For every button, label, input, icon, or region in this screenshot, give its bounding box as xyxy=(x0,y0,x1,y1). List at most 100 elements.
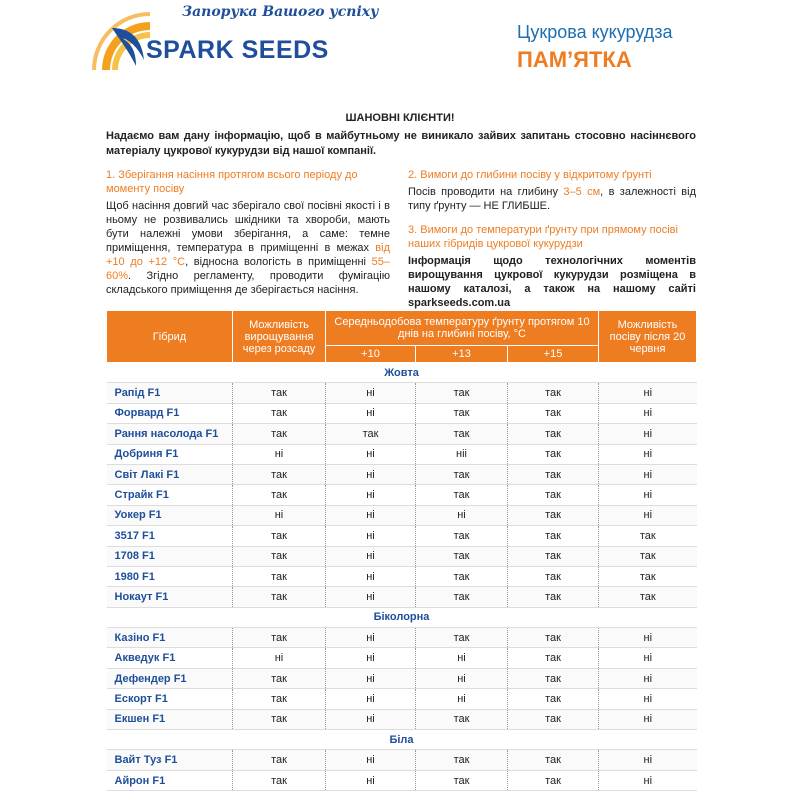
table-row: Рання насолода F1 так так так так ні xyxy=(106,423,697,445)
table-cell: ні xyxy=(325,586,416,608)
table-cell: так xyxy=(598,586,697,608)
table-cell: ні xyxy=(598,464,697,486)
table-cell: ні xyxy=(598,770,697,792)
table-cell: ні xyxy=(415,688,508,710)
table-row: Екшен F1 так ні так так ні xyxy=(106,709,697,731)
body-text: 55–60% xyxy=(106,256,390,282)
group-row: Жовта xyxy=(106,362,697,384)
table-cell: так xyxy=(232,464,326,486)
body-text: , в залежності від типу ґрунту — НЕ ГЛИБ… xyxy=(408,186,696,212)
table-cell: так xyxy=(232,770,326,792)
table-cell: ні xyxy=(325,505,416,527)
table-cell: ні xyxy=(325,382,416,404)
table-row: Ескорт F1 так ні ні так ні xyxy=(106,688,697,710)
body-text: , відносна вологість в приміщенні xyxy=(185,256,372,268)
hybrid-name: 3517 F1 xyxy=(106,525,233,547)
table-cell: ні xyxy=(325,627,416,649)
table-cell: ні xyxy=(325,484,416,506)
table-cell: так xyxy=(598,566,697,588)
table-cell: ні xyxy=(325,464,416,486)
table-cell: ні xyxy=(325,647,416,669)
hybrid-name: Екшен F1 xyxy=(106,709,233,731)
header-cell: +13 xyxy=(415,345,508,363)
table-cell: так xyxy=(415,484,508,506)
table-cell: ні xyxy=(598,627,697,649)
table-cell: ні xyxy=(598,505,697,527)
table-cell: так xyxy=(598,525,697,547)
header-cell: +15 xyxy=(506,345,600,363)
table-cell: ні xyxy=(325,566,416,588)
hybrid-table: Гібрид Можливість вирощування через розс… xyxy=(106,310,698,792)
hybrid-name: Форвард F1 xyxy=(106,403,233,425)
table-cell: так xyxy=(506,709,599,731)
section-body: Інформація щодо технологічних моментів в… xyxy=(408,254,696,310)
table-cell: так xyxy=(232,546,326,567)
table-cell: ні xyxy=(598,484,697,506)
table-cell: ні xyxy=(598,403,697,425)
table-row: Дефендер F1 так ні ні так ні xyxy=(106,668,697,690)
body-text: . Згідно регламенту, проводити фумігацію… xyxy=(106,270,390,296)
table-cell: так xyxy=(415,566,508,588)
header-cell: Можливість вирощування через розсаду xyxy=(232,310,326,363)
table-cell: ні xyxy=(598,749,697,771)
hybrid-name: Рапід F1 xyxy=(106,382,233,404)
header-cell: Гібрид xyxy=(106,310,233,363)
table-cell: ні xyxy=(415,647,508,669)
table-row: Акведук F1 ні ні ні так ні xyxy=(106,647,697,669)
table-cell: так xyxy=(506,505,599,527)
section-body: Щоб насіння довгий час зберігало свої по… xyxy=(106,199,390,297)
table-cell: так xyxy=(506,668,599,690)
table-row: Айрон F1 так ні так так ні xyxy=(106,770,697,792)
table-row: Вайт Туз F1 так ні так так ні xyxy=(106,749,697,771)
group-name: Жовта xyxy=(106,362,697,384)
hybrid-name: Дефендер F1 xyxy=(106,668,233,690)
title: ПАМ’ЯТКА xyxy=(517,47,632,72)
group-row: Біколорна xyxy=(106,607,697,629)
hybrid-name: Рання насолода F1 xyxy=(106,423,233,445)
table-cell: ні xyxy=(598,444,697,465)
table-cell: ні xyxy=(325,403,416,425)
table-cell: так xyxy=(506,770,599,792)
hybrid-name: Уокер F1 xyxy=(106,505,233,527)
table-cell: так xyxy=(415,382,508,404)
table-cell: ні xyxy=(325,688,416,710)
table-cell: так xyxy=(506,586,599,608)
table-cell: ні xyxy=(598,688,697,710)
table-cell: так xyxy=(506,525,599,547)
body-text: 3–5 см xyxy=(563,186,601,198)
table-row: Страйк F1 так ні так так ні xyxy=(106,484,697,506)
header-cell: Середньодобова температуру ґрунту протяг… xyxy=(324,310,600,346)
table-row: Уокер F1 ні ні ні так ні xyxy=(106,505,697,527)
table-cell: ні xyxy=(325,668,416,690)
logo xyxy=(92,12,150,70)
group-name: Біла xyxy=(106,729,697,751)
table-cell: так xyxy=(232,709,326,731)
table-row: 3517 F1 так ні так так так xyxy=(106,525,697,547)
hybrid-name: Світ Лакі F1 xyxy=(106,464,233,486)
product: Цукрова кукурудза xyxy=(517,22,673,42)
left-column: 1. Зберігання насіння протягом всього пе… xyxy=(106,168,390,307)
table-row: 1708 F1 так ні так так так xyxy=(106,546,697,567)
table-cell: ні xyxy=(325,770,416,792)
body-text: Щоб насіння довгий час зберігало свої по… xyxy=(106,200,390,254)
table-cell: так xyxy=(506,688,599,710)
hybrid-name: Акведук F1 xyxy=(106,647,233,669)
bird xyxy=(112,28,144,66)
slogan: Запорука Вашого успіху xyxy=(182,4,379,20)
table-cell: так xyxy=(415,770,508,792)
table-cell: так xyxy=(598,546,697,567)
intro: Надаємо вам дану інформацію, щоб в майбу… xyxy=(106,130,696,157)
table-cell: так xyxy=(232,668,326,690)
table-cell: так xyxy=(415,709,508,731)
table-cell: так xyxy=(506,403,599,425)
header-cell: +10 xyxy=(325,345,416,363)
section-heading: 2. Вимоги до глибини посіву у відкритому… xyxy=(408,169,652,181)
table-cell: так xyxy=(232,423,326,445)
section-body: Посів проводити на глибину 3–5 см, в зал… xyxy=(408,185,696,213)
table-cell: ні xyxy=(232,444,326,465)
table-cell: ні xyxy=(232,647,326,669)
table-cell: так xyxy=(232,525,326,547)
table-row: 1980 F1 так ні так так так xyxy=(106,566,697,588)
table-cell: так xyxy=(506,444,599,465)
